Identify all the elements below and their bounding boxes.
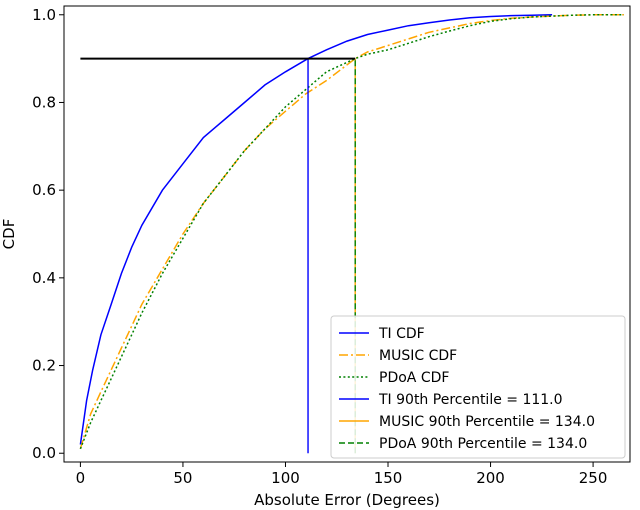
x-tick-label: 150 (374, 469, 403, 487)
legend-label: MUSIC 90th Percentile = 134.0 (379, 414, 595, 430)
y-tick-label: 0.8 (32, 93, 56, 111)
y-tick-label: 0.4 (32, 269, 56, 287)
axes (63, 5, 631, 463)
x-tick-label: 200 (476, 469, 505, 487)
y-tick-label: 0.6 (32, 181, 56, 199)
legend-label: PDoA 90th Percentile = 134.0 (379, 436, 587, 452)
y-tick-label: 1.0 (32, 6, 56, 24)
tick-marks: 0 50 100 150 200 250 0.0 0.2 0.4 0.6 0.8 1.0 (32, 6, 607, 487)
legend-label: TI 90th Percentile = 111.0 (378, 392, 563, 408)
cdf-series-2 (79, 14, 624, 450)
legend-label: PDoA CDF (379, 370, 449, 386)
axes-frame (63, 5, 631, 463)
y-tick-label: 0.2 (32, 357, 56, 375)
x-tick-label: 50 (173, 469, 192, 487)
legend-label: MUSIC CDF (379, 348, 457, 364)
legend-box (330, 315, 626, 459)
legend: TI CDF MUSIC CDF PDoA CDF TI 90th Percentil… (330, 315, 626, 459)
x-tick-label: 100 (271, 469, 300, 487)
x-axis-label: Absolute Error (Degrees) (254, 491, 440, 509)
y-axis-label: CDF (0, 219, 18, 250)
x-tick-label: 0 (76, 469, 86, 487)
cdf-series-0 (79, 14, 553, 445)
legend-label: TI CDF (378, 326, 425, 342)
x-tick-label: 250 (579, 469, 608, 487)
y-tick-label: 0.0 (32, 444, 56, 462)
